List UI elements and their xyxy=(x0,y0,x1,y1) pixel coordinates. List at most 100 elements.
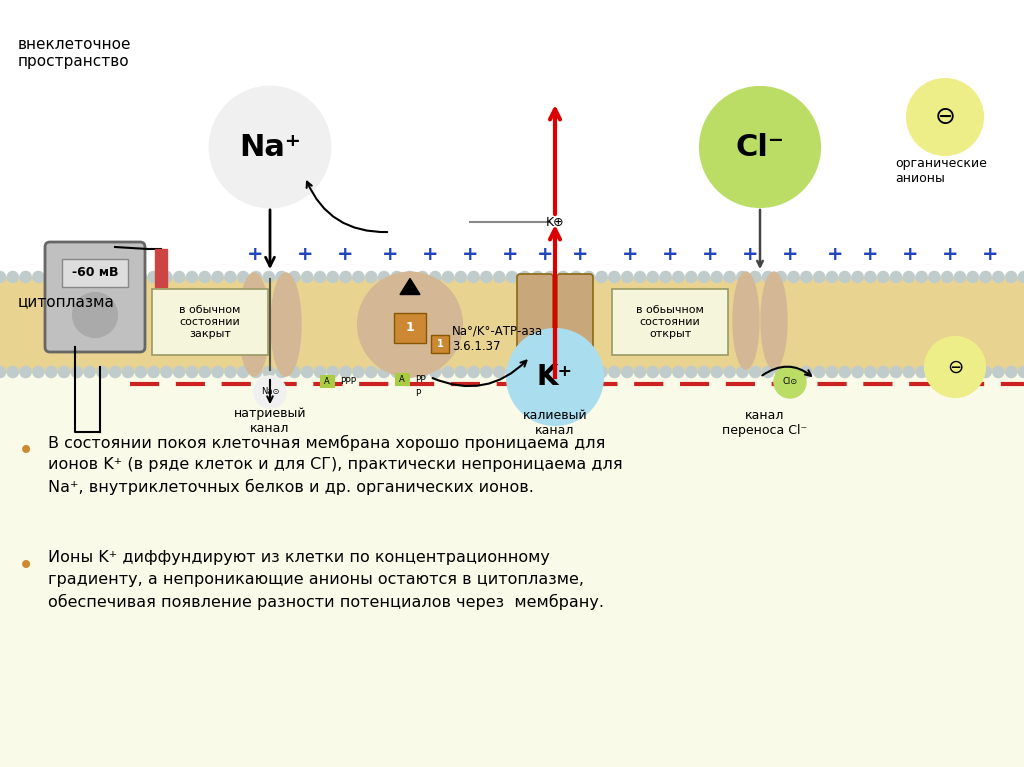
Circle shape xyxy=(711,271,723,283)
Circle shape xyxy=(852,271,863,283)
Circle shape xyxy=(417,271,428,283)
Circle shape xyxy=(915,366,928,378)
Circle shape xyxy=(634,366,646,378)
Circle shape xyxy=(352,271,365,283)
FancyBboxPatch shape xyxy=(612,289,728,355)
Text: -60 мВ: -60 мВ xyxy=(72,266,118,279)
Circle shape xyxy=(122,271,134,283)
Circle shape xyxy=(941,271,953,283)
Circle shape xyxy=(813,366,825,378)
Circle shape xyxy=(775,271,786,283)
Text: +: + xyxy=(382,245,398,265)
Circle shape xyxy=(698,366,710,378)
Circle shape xyxy=(700,87,820,207)
Text: +: + xyxy=(537,245,553,265)
Circle shape xyxy=(58,271,70,283)
Circle shape xyxy=(659,366,672,378)
Circle shape xyxy=(506,271,518,283)
Circle shape xyxy=(787,271,800,283)
Text: +: + xyxy=(297,245,313,265)
Circle shape xyxy=(967,271,979,283)
Text: в обычном
состоянии
закрыт: в обычном состоянии закрыт xyxy=(179,305,241,338)
Circle shape xyxy=(507,329,603,425)
Circle shape xyxy=(698,271,710,283)
Circle shape xyxy=(96,366,109,378)
Text: Na⁺, внутриклеточных белков и др. органических ионов.: Na⁺, внутриклеточных белков и др. органи… xyxy=(48,479,534,495)
Text: В состоянии покоя клеточная мембрана хорошо проницаема для: В состоянии покоя клеточная мембрана хор… xyxy=(48,435,605,451)
Circle shape xyxy=(429,271,441,283)
Text: Na⁺: Na⁺ xyxy=(239,133,301,162)
Text: +: + xyxy=(571,245,588,265)
Circle shape xyxy=(147,271,160,283)
Circle shape xyxy=(110,271,121,283)
Circle shape xyxy=(340,366,351,378)
Text: +: + xyxy=(337,245,353,265)
Circle shape xyxy=(907,79,983,155)
Circle shape xyxy=(915,271,928,283)
Circle shape xyxy=(161,366,172,378)
Text: ⊖: ⊖ xyxy=(935,105,955,129)
Circle shape xyxy=(314,366,326,378)
Circle shape xyxy=(122,366,134,378)
Circle shape xyxy=(327,271,339,283)
Circle shape xyxy=(801,366,812,378)
Text: K⊕: K⊕ xyxy=(546,216,564,229)
Circle shape xyxy=(724,271,735,283)
Circle shape xyxy=(878,366,889,378)
Text: цитоплазма: цитоплазма xyxy=(18,295,115,310)
Circle shape xyxy=(238,271,249,283)
Circle shape xyxy=(954,366,966,378)
Circle shape xyxy=(925,337,985,397)
Circle shape xyxy=(84,271,95,283)
Text: •: • xyxy=(18,437,34,465)
Circle shape xyxy=(570,366,582,378)
Circle shape xyxy=(0,366,6,378)
Circle shape xyxy=(531,366,544,378)
Circle shape xyxy=(199,271,211,283)
Circle shape xyxy=(275,271,288,283)
Circle shape xyxy=(135,366,146,378)
Circle shape xyxy=(685,366,697,378)
Circle shape xyxy=(519,271,530,283)
Bar xyxy=(0,277,1024,372)
Circle shape xyxy=(775,366,786,378)
FancyBboxPatch shape xyxy=(557,274,593,375)
Circle shape xyxy=(980,271,991,283)
Text: +: + xyxy=(422,245,438,265)
Circle shape xyxy=(647,271,658,283)
FancyBboxPatch shape xyxy=(431,335,449,353)
Circle shape xyxy=(455,366,467,378)
Text: +: + xyxy=(826,245,843,265)
Circle shape xyxy=(263,271,274,283)
Text: Cl⊙: Cl⊙ xyxy=(782,377,798,387)
Circle shape xyxy=(19,366,32,378)
Circle shape xyxy=(1018,271,1024,283)
Bar xyxy=(319,375,334,387)
Circle shape xyxy=(45,366,57,378)
FancyBboxPatch shape xyxy=(152,289,268,355)
Circle shape xyxy=(787,366,800,378)
Text: Na°/K°-АТР-аза
3.6.1.37: Na°/K°-АТР-аза 3.6.1.37 xyxy=(452,325,543,353)
Circle shape xyxy=(531,271,544,283)
Polygon shape xyxy=(400,278,420,295)
Circle shape xyxy=(967,366,979,378)
Circle shape xyxy=(442,271,454,283)
Circle shape xyxy=(238,366,249,378)
Circle shape xyxy=(992,366,1005,378)
Bar xyxy=(395,373,409,385)
Circle shape xyxy=(596,366,607,378)
Circle shape xyxy=(7,366,18,378)
Circle shape xyxy=(864,271,877,283)
Circle shape xyxy=(826,366,838,378)
Circle shape xyxy=(570,271,582,283)
Circle shape xyxy=(685,271,697,283)
Text: канал
переноса Cl⁻: канал переноса Cl⁻ xyxy=(723,409,808,437)
Circle shape xyxy=(212,271,223,283)
Circle shape xyxy=(254,376,286,408)
Text: градиенту, а непроникающие анионы остаются в цитоплазме,: градиенту, а непроникающие анионы остают… xyxy=(48,572,584,587)
Circle shape xyxy=(468,271,479,283)
Text: P: P xyxy=(415,389,421,397)
Circle shape xyxy=(33,271,44,283)
Circle shape xyxy=(1006,366,1017,378)
Circle shape xyxy=(839,366,851,378)
